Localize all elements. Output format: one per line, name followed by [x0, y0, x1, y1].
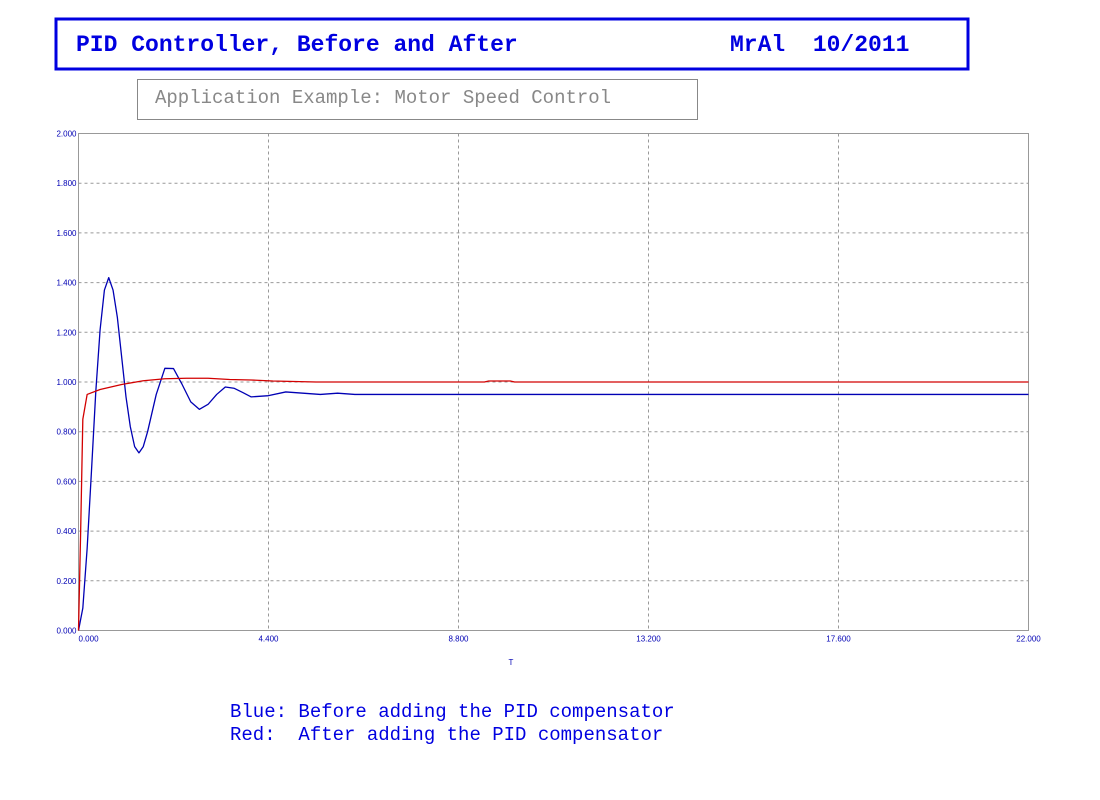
annotation: Blue: Before adding the PID compensator	[230, 701, 675, 723]
x-tick-label: 17.600	[826, 635, 851, 644]
y-tick-label: 0.800	[56, 428, 77, 437]
y-tick-label: 2.000	[56, 130, 77, 139]
author-date: MrAl 10/2011	[730, 32, 909, 58]
y-tick-label: 0.400	[56, 527, 77, 536]
y-tick-label: 1.000	[56, 378, 77, 387]
series-line	[77, 276, 1029, 631]
y-tick-label: 0.200	[56, 577, 77, 586]
subtitle-box	[137, 79, 698, 120]
x-tick-label: 13.200	[636, 635, 661, 644]
x-axis-label: T	[509, 658, 514, 667]
y-tick-label: 0.600	[56, 477, 77, 486]
x-tick-label: 4.400	[258, 635, 279, 644]
x-tick-label: 22.000	[1016, 635, 1041, 644]
y-tick-label: 1.200	[56, 328, 77, 337]
y-tick-label: 1.800	[56, 179, 77, 188]
y-tick-label: 1.600	[56, 229, 77, 238]
annotation: Red: After adding the PID compensator	[230, 724, 663, 746]
series-line	[77, 377, 1029, 631]
y-tick-label: 1.400	[56, 279, 77, 288]
chart-title: PID Controller, Before and After	[76, 32, 518, 58]
title-box	[54, 17, 970, 71]
subtitle: Application Example: Motor Speed Control	[155, 87, 611, 109]
x-tick-label: 0.000	[79, 635, 100, 644]
y-tick-label: 0.000	[56, 627, 77, 636]
x-tick-label: 8.800	[448, 635, 469, 644]
